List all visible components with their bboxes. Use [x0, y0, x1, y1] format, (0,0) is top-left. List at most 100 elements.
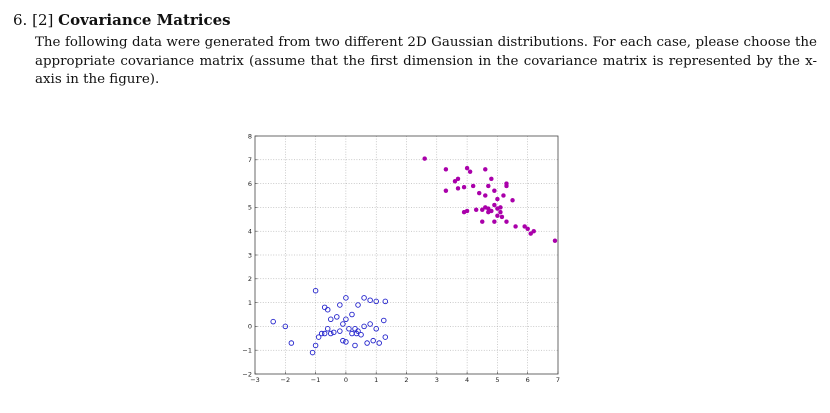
data-point-open	[358, 331, 364, 338]
data-point-open	[321, 330, 328, 337]
data-point-open	[321, 304, 328, 311]
data-point-open	[355, 328, 361, 334]
data-point-filled	[528, 231, 533, 236]
data-point-open	[309, 349, 316, 356]
data-point-filled	[464, 208, 470, 214]
data-point-filled	[522, 224, 527, 229]
data-point-filled	[525, 226, 530, 232]
data-point-open	[343, 316, 349, 323]
data-point-filled	[501, 193, 506, 198]
y-tick-label: −2	[242, 370, 252, 378]
data-point-filled	[495, 206, 500, 211]
data-point-open	[361, 323, 367, 330]
data-point-filled	[513, 224, 518, 229]
data-point-filled	[504, 219, 509, 224]
y-tick-label: 8	[248, 132, 252, 140]
data-point-open	[324, 306, 331, 313]
data-point-filled	[499, 214, 505, 220]
data-point-open	[373, 326, 379, 332]
data-point-open	[334, 314, 340, 320]
data-point-filled	[483, 193, 488, 198]
y-tick-label: −1	[242, 347, 252, 355]
data-point-open	[288, 340, 295, 346]
data-point-open	[315, 334, 322, 340]
y-tick-label: 1	[248, 299, 252, 307]
data-point-filled	[510, 198, 515, 203]
grid-layer	[255, 136, 558, 374]
question-points: [2]	[32, 11, 54, 29]
data-point-open	[361, 295, 367, 301]
data-point-filled	[504, 183, 509, 189]
y-tick-label: 7	[248, 156, 252, 164]
y-tick-label: 5	[248, 204, 252, 212]
data-point-filled	[480, 207, 485, 213]
data-point-open	[282, 323, 289, 330]
data-point-filled	[531, 228, 537, 234]
data-point-open	[352, 326, 358, 332]
data-point-open	[382, 334, 389, 340]
data-point-open	[370, 337, 376, 344]
x-tick-label: 3	[435, 376, 439, 384]
data-point-filled	[476, 190, 482, 196]
data-point-filled	[452, 178, 458, 184]
data-point-filled	[467, 169, 473, 174]
x-tick-label: −1	[311, 376, 321, 384]
data-point-open	[349, 311, 355, 318]
data-point-filled	[492, 188, 497, 193]
question-number: 6.	[13, 11, 28, 29]
y-tick-label: 4	[248, 228, 252, 236]
question-text: The following data were generated from t…	[35, 35, 817, 87]
data-point-filled	[486, 209, 491, 215]
data-point-open	[331, 329, 337, 336]
data-point-filled	[455, 176, 461, 182]
data-point-filled	[443, 167, 449, 172]
data-point-open	[343, 295, 349, 301]
data-point-open	[327, 330, 334, 337]
data-point-filled	[495, 196, 500, 202]
question-heading: 6. [2] Covariance Matrices	[13, 10, 818, 30]
data-point-open	[270, 318, 276, 325]
x-tick-label: 6	[526, 376, 530, 384]
data-point-filled	[498, 209, 503, 215]
data-point-open	[340, 321, 346, 327]
data-point-open	[367, 321, 373, 327]
data-point-filled	[470, 183, 476, 189]
data-point-open	[364, 340, 370, 346]
data-point-open	[318, 330, 325, 337]
question-block: 6. [2] Covariance Matrices The following…	[13, 10, 818, 90]
data-point-filled	[422, 156, 427, 161]
data-point-open	[367, 297, 373, 303]
data-point-open	[327, 316, 334, 323]
data-point-open	[340, 337, 346, 344]
x-tick-label: 4	[465, 376, 469, 384]
y-tick-label: 6	[248, 180, 252, 188]
y-tick-label: 3	[248, 251, 252, 259]
x-tick-label: −2	[281, 376, 291, 384]
data-point-filled	[495, 213, 500, 218]
data-point-open	[349, 330, 355, 337]
x-tick-label: −3	[250, 376, 260, 384]
data-point-filled	[473, 207, 479, 213]
data-point-filled	[492, 202, 497, 208]
data-point-open	[346, 326, 352, 332]
data-point-open	[382, 298, 389, 305]
data-point-filled	[492, 219, 497, 224]
data-point-filled	[461, 184, 467, 190]
data-point-open	[312, 287, 319, 294]
data-point-open	[352, 342, 358, 349]
data-point-filled	[552, 238, 558, 243]
data-point-filled	[480, 219, 485, 224]
data-point-open	[324, 326, 331, 332]
x-tick-label: 7	[556, 376, 560, 384]
data-point-filled	[486, 183, 491, 189]
data-point-open	[373, 298, 379, 305]
data-point-open	[337, 328, 343, 334]
data-point-filled	[455, 186, 461, 191]
data-point-filled	[443, 188, 449, 193]
y-tick-label: 0	[248, 323, 252, 331]
data-point-open	[376, 340, 382, 346]
data-point-open	[381, 317, 387, 324]
x-tick-label: 2	[404, 376, 408, 384]
